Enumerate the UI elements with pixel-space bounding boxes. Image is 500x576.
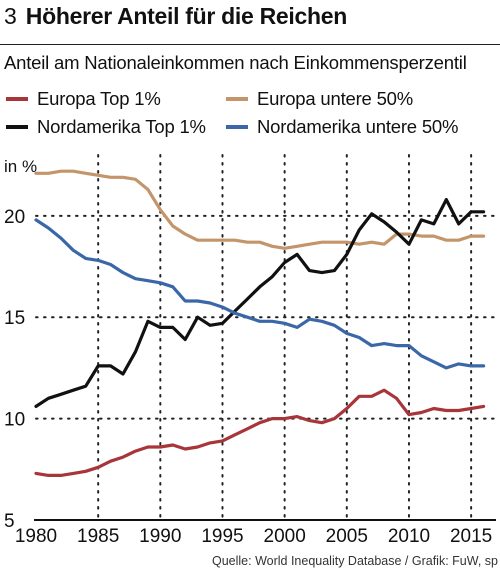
x-tick-label: 2000 (264, 526, 306, 547)
series-line-europa-top-1 (34, 388, 486, 477)
legend-swatch (6, 125, 28, 129)
legend-item-europa-bottom50: Europa untere 50% (226, 88, 413, 110)
source-note: Quelle: World Inequality Database / Graf… (211, 554, 498, 568)
legend-label: Europa Top 1% (37, 88, 161, 109)
legend-label: Nordamerika untere 50% (257, 116, 459, 137)
axes: in % 5 10 15 20 1980 1985 1990 1995 2000 2005 2010 2… (4, 157, 496, 547)
legend-swatch (6, 97, 28, 101)
chart-subtitle: Anteil am Nationaleinkommen nach Einkomm… (4, 52, 467, 73)
y-tick-label: 15 (4, 308, 25, 329)
series-line-nordamerika-untere-50 (34, 218, 486, 370)
title-rule (0, 44, 500, 45)
legend-swatch (226, 97, 248, 101)
legend-item-europa-top1: Europa Top 1% (6, 88, 161, 110)
x-tick-label: 2010 (388, 526, 430, 547)
series-line-nordamerika-top-1 (34, 197, 486, 408)
x-tick-label: 2005 (326, 526, 368, 547)
legend-swatch (226, 125, 248, 129)
series-line-europa-untere-50 (34, 169, 486, 250)
figure-number: 3 (4, 3, 17, 29)
legend-label: Europa untere 50% (257, 88, 414, 109)
x-tick-label: 1980 (15, 526, 57, 547)
x-tick-label: 2015 (450, 526, 492, 547)
line-chart: in % 5 10 15 20 1980 1985 1990 1995 2000 2005 2010 2… (4, 154, 497, 547)
chart-title: Höherer Anteil für die Reichen (25, 3, 347, 29)
x-tick-label: 1985 (77, 526, 119, 547)
legend-label: Nordamerika Top 1% (37, 116, 206, 137)
x-tick-label: 1995 (201, 526, 243, 547)
title-row: 3 Höherer Anteil für die Reichen (4, 3, 347, 41)
y-axis-label: in % (4, 157, 37, 176)
series-lines (34, 169, 486, 477)
x-tick-label: 1990 (139, 526, 181, 547)
y-tick-label: 20 (4, 207, 25, 228)
legend-item-nordamerika-bottom50: Nordamerika untere 50% (226, 116, 458, 138)
y-tick-label: 5 (4, 511, 15, 532)
y-tick-label: 10 (4, 410, 25, 431)
legend-item-nordamerika-top1: Nordamerika Top 1% (6, 116, 206, 138)
